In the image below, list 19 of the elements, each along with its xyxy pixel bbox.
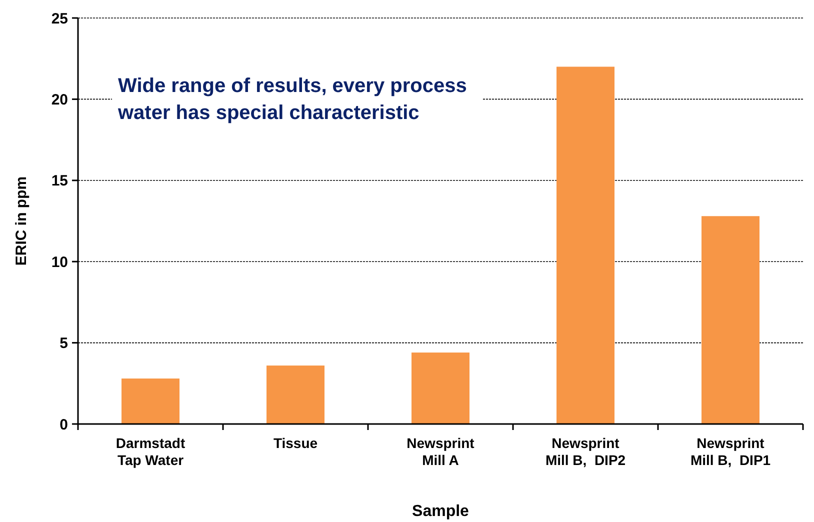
x-axis-title: Sample: [412, 503, 470, 520]
y-axis-title: ERIC in ppm: [13, 176, 30, 266]
y-tick-label: 15: [51, 172, 68, 190]
x-tick-label: Newsprint Mill A: [406, 435, 475, 468]
x-tick-label: Darmstadt Tap Water: [116, 435, 186, 468]
y-tick-label: 10: [51, 254, 68, 271]
annotation: Wide range of results, every process water has special characteristic: [117, 75, 467, 124]
y-tick-label: 0: [60, 416, 68, 434]
x-tick-label: Newsprint Mill B, DIP1: [690, 435, 771, 468]
y-tick-label: 25: [51, 10, 68, 28]
bar: [122, 378, 180, 424]
y-tick-label: 20: [51, 91, 68, 108]
x-tick-label: Tissue: [273, 435, 318, 451]
y-tick-label: 5: [60, 335, 68, 352]
bar: [702, 216, 760, 424]
bar: [266, 366, 324, 424]
bar: [556, 66, 614, 424]
bar: [412, 352, 470, 424]
x-tick-label: Newsprint Mill B, DIP2: [545, 435, 626, 468]
